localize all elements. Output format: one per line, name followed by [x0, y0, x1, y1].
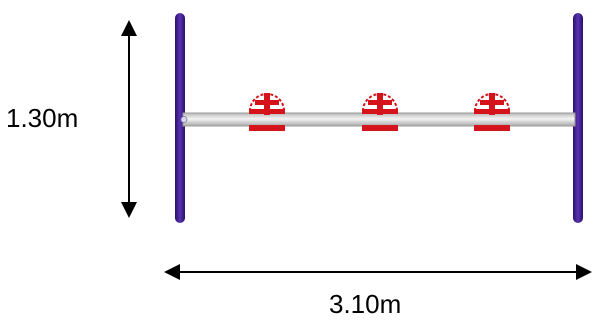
width-label: 3.10m — [329, 289, 401, 319]
height-dimension-arrow — [121, 20, 137, 218]
height-label: 1.30m — [6, 103, 78, 133]
left-post — [175, 13, 185, 223]
fixture-2 — [361, 93, 399, 131]
fixture-1 — [248, 93, 286, 131]
width-dimension-arrow — [164, 264, 592, 280]
right-post — [573, 13, 583, 223]
fixture-3 — [473, 93, 511, 131]
